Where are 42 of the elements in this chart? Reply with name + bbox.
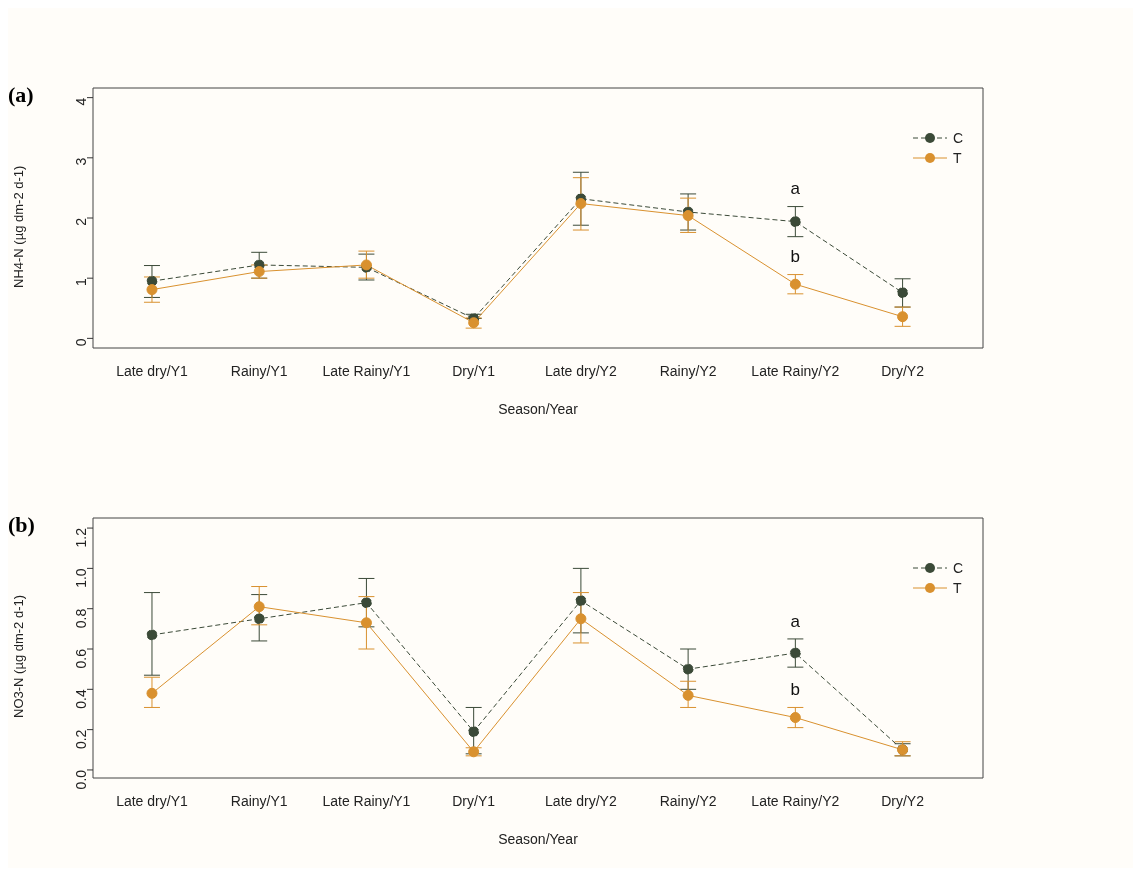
x-axis-title: Season/Year <box>498 831 579 847</box>
y-tick-label: 1 <box>72 277 89 286</box>
x-tick-label: Rainy/Y2 <box>659 362 717 379</box>
y-tick-label: 0.4 <box>72 689 89 709</box>
x-tick-label: Late Rainy/Y2 <box>751 792 840 809</box>
chart-title: (b) <box>8 512 35 538</box>
y-tick-label: 4 <box>72 97 89 106</box>
x-axis-title: Season/Year <box>498 401 579 417</box>
annotation: b <box>790 680 801 700</box>
y-tick-label: 0 <box>72 338 89 347</box>
x-tick-label: Dry/Y2 <box>881 362 925 379</box>
y-tick-label: 2 <box>72 217 89 226</box>
y-tick-label: 1.0 <box>72 568 89 588</box>
x-tick-label: Rainy/Y2 <box>659 792 717 809</box>
annotation: b <box>790 247 801 267</box>
y-tick-label: 0.6 <box>72 648 89 669</box>
chart-title: (a) <box>8 82 34 108</box>
annotation: a <box>790 179 801 199</box>
x-tick-label: Late Rainy/Y1 <box>322 792 411 809</box>
legend-label: T <box>952 150 962 166</box>
x-tick-label: Late Rainy/Y2 <box>751 362 840 379</box>
x-tick-label: Late dry/Y2 <box>545 792 617 809</box>
legend-label: T <box>952 580 962 596</box>
y-axis-title: NH4-N (µg dm-2 d-1) <box>10 165 26 288</box>
x-tick-label: Dry/Y2 <box>881 792 925 809</box>
annotation: a <box>790 611 801 631</box>
y-tick-label: 0.0 <box>72 769 89 790</box>
y-tick-label: 0.2 <box>72 729 89 750</box>
x-tick-label: Late dry/Y1 <box>116 362 188 379</box>
x-tick-label: Rainy/Y1 <box>230 792 288 809</box>
legend-label: C <box>952 560 963 576</box>
y-tick-label: 0.8 <box>72 608 89 629</box>
x-tick-label: Dry/Y1 <box>452 362 496 379</box>
legend-label: C <box>952 130 963 146</box>
x-tick-label: Dry/Y1 <box>452 792 496 809</box>
x-tick-label: Late Rainy/Y1 <box>322 362 411 379</box>
x-tick-label: Rainy/Y1 <box>230 362 288 379</box>
x-tick-label: Late dry/Y2 <box>545 362 617 379</box>
y-tick-label: 1.2 <box>72 527 89 548</box>
y-axis-title: NO3-N (µg dm-2 d-1) <box>10 594 26 718</box>
y-tick-label: 3 <box>72 157 89 166</box>
x-tick-label: Late dry/Y1 <box>116 792 188 809</box>
